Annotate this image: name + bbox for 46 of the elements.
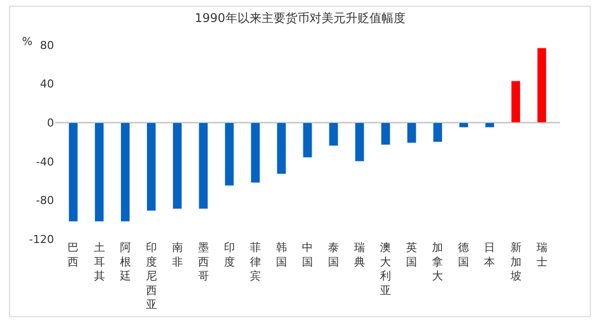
y-tick-label: 0 — [47, 116, 54, 130]
bar — [146, 122, 156, 212]
bar — [302, 122, 312, 158]
x-tick-label: 新加坡 — [509, 241, 522, 283]
y-tick-label: 80 — [40, 38, 54, 52]
x-tick-label: 巴西 — [68, 241, 79, 268]
x-tick-label: 加拿大 — [432, 241, 444, 283]
x-tick-label: 澳大利亚 — [380, 241, 392, 297]
bar — [250, 122, 260, 183]
bar — [94, 122, 104, 222]
y-tick-label: -120 — [29, 232, 54, 246]
bar — [224, 122, 234, 186]
x-tick-label: 印度 — [224, 241, 235, 268]
x-tick-label: 印度尼西亚 — [146, 241, 157, 312]
x-tick-label: 菲律宾 — [250, 241, 261, 283]
bar — [380, 122, 390, 146]
bar — [406, 122, 416, 144]
bar — [328, 122, 338, 146]
bar — [536, 48, 547, 123]
bar — [276, 122, 286, 174]
x-tick-label: 中国 — [302, 241, 313, 268]
x-tick-label: 泰国 — [328, 241, 340, 268]
y-tick-label: -40 — [36, 155, 54, 168]
bar — [484, 122, 495, 128]
x-tick-label: 土耳其 — [94, 241, 105, 283]
x-tick-label: 瑞士 — [536, 241, 548, 268]
bar — [120, 122, 130, 222]
x-tick-label: 墨西哥 — [198, 241, 209, 283]
y-tick-label: 40 — [40, 78, 54, 91]
bar — [510, 80, 521, 123]
y-axis-title: % — [22, 35, 32, 48]
x-tick-label: 阿根廷 — [118, 241, 131, 283]
y-tick-label: -80 — [36, 194, 54, 208]
bar — [172, 122, 182, 210]
bar — [198, 122, 208, 210]
bar — [68, 122, 78, 222]
x-tick-label: 英国 — [406, 241, 418, 268]
bar — [458, 122, 468, 128]
x-tick-label: 南非 — [172, 241, 183, 268]
x-tick-label: 韩国 — [276, 241, 287, 268]
chart-title: 1990年以来主要货币对美元升贬值幅度 — [194, 10, 406, 25]
x-tick-label: 瑞典 — [354, 241, 366, 268]
bar — [432, 122, 442, 142]
bar — [354, 122, 364, 162]
x-tick-label: 日本 — [484, 241, 496, 268]
x-tick-label: 德国 — [458, 241, 470, 268]
